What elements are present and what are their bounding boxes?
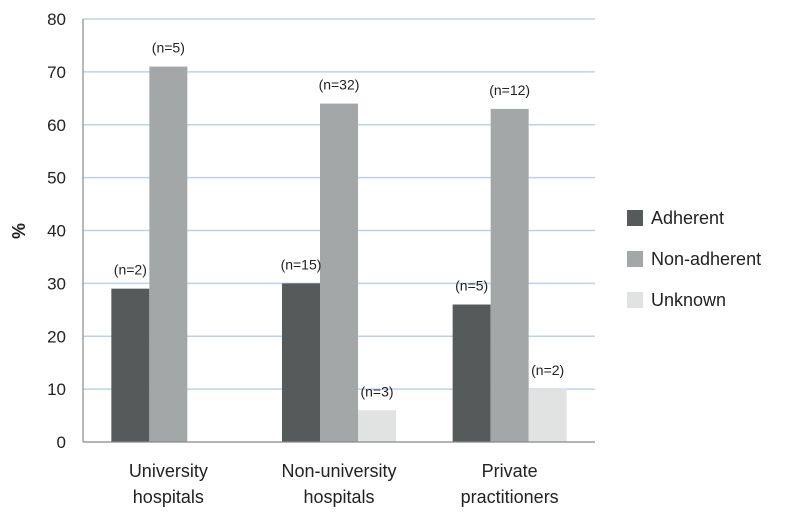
data-label: (n=32) (319, 77, 360, 93)
bar-non-adherent (490, 108, 529, 442)
y-tick-label: 60 (47, 116, 66, 135)
legend: Adherent Non-adherent Unknown (627, 208, 761, 310)
y-tick-label: 20 (47, 327, 66, 346)
legend-label: Unknown (651, 290, 726, 310)
bar-non-adherent (320, 103, 358, 442)
legend-label: Adherent (651, 208, 724, 228)
y-tick-label: 40 (47, 222, 66, 241)
y-tick-label: 30 (47, 274, 66, 293)
bar-adherent (111, 288, 150, 442)
data-label: (n=15) (281, 256, 322, 272)
bar-unknown (528, 389, 567, 442)
legend-swatch (627, 251, 643, 267)
x-category-label: practitioners (461, 487, 559, 507)
data-label: (n=12) (489, 82, 530, 98)
bar-adherent (282, 283, 320, 442)
bars (111, 66, 567, 443)
y-tick-label: 0 (57, 433, 66, 452)
data-label: (n=2) (531, 362, 564, 378)
bar-non-adherent (149, 66, 188, 443)
x-category-label: Private (482, 461, 538, 481)
legend-label: Non-adherent (651, 249, 761, 269)
data-label: (n=5) (455, 278, 488, 294)
data-label: (n=2) (114, 262, 147, 278)
y-tick-label: 80 (47, 10, 66, 29)
y-tick-label: 70 (47, 63, 66, 82)
legend-swatch (627, 210, 643, 226)
x-category-label: Non-university (281, 461, 396, 481)
bar-unknown (358, 410, 396, 442)
axes: 0 10 20 30 40 50 60 70 80 University hospitals Non-… (47, 10, 595, 507)
bar-adherent (452, 304, 491, 442)
data-label: (n=3) (360, 383, 393, 399)
y-axis-label: % (9, 223, 29, 239)
data-labels: (n=2) (n=5) (n=15) (n=32) (n=3) (n=5) (n=12) (n… (114, 40, 564, 400)
data-label: (n=5) (152, 40, 185, 56)
x-category-label: hospitals (303, 487, 374, 507)
x-category-label: hospitals (133, 487, 204, 507)
x-category-label: University (129, 461, 208, 481)
y-tick-label: 50 (47, 169, 66, 188)
legend-swatch (627, 292, 643, 308)
y-tick-label: 10 (47, 380, 66, 399)
